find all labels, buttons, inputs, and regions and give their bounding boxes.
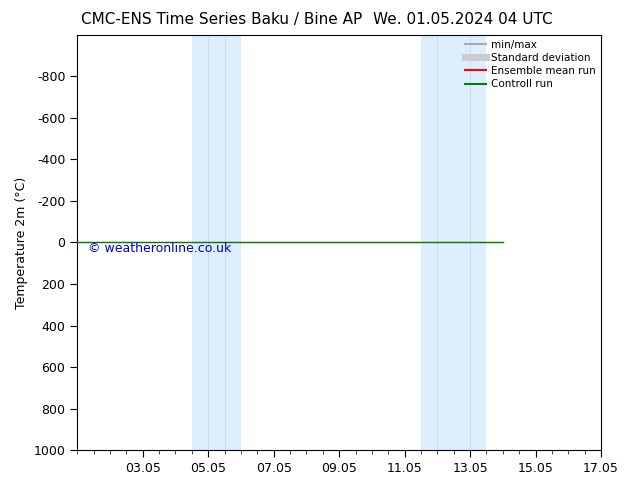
Text: © weatheronline.co.uk: © weatheronline.co.uk (87, 242, 231, 255)
Y-axis label: Temperature 2m (°C): Temperature 2m (°C) (15, 176, 28, 309)
Bar (192, 35, 241, 450)
Legend: min/max, Standard deviation, Ensemble mean run, Controll run: min/max, Standard deviation, Ensemble me… (465, 40, 596, 89)
Text: CMC-ENS Time Series Baku / Bine AP: CMC-ENS Time Series Baku / Bine AP (81, 12, 363, 27)
Text: We. 01.05.2024 04 UTC: We. 01.05.2024 04 UTC (373, 12, 553, 27)
Bar (421, 35, 486, 450)
